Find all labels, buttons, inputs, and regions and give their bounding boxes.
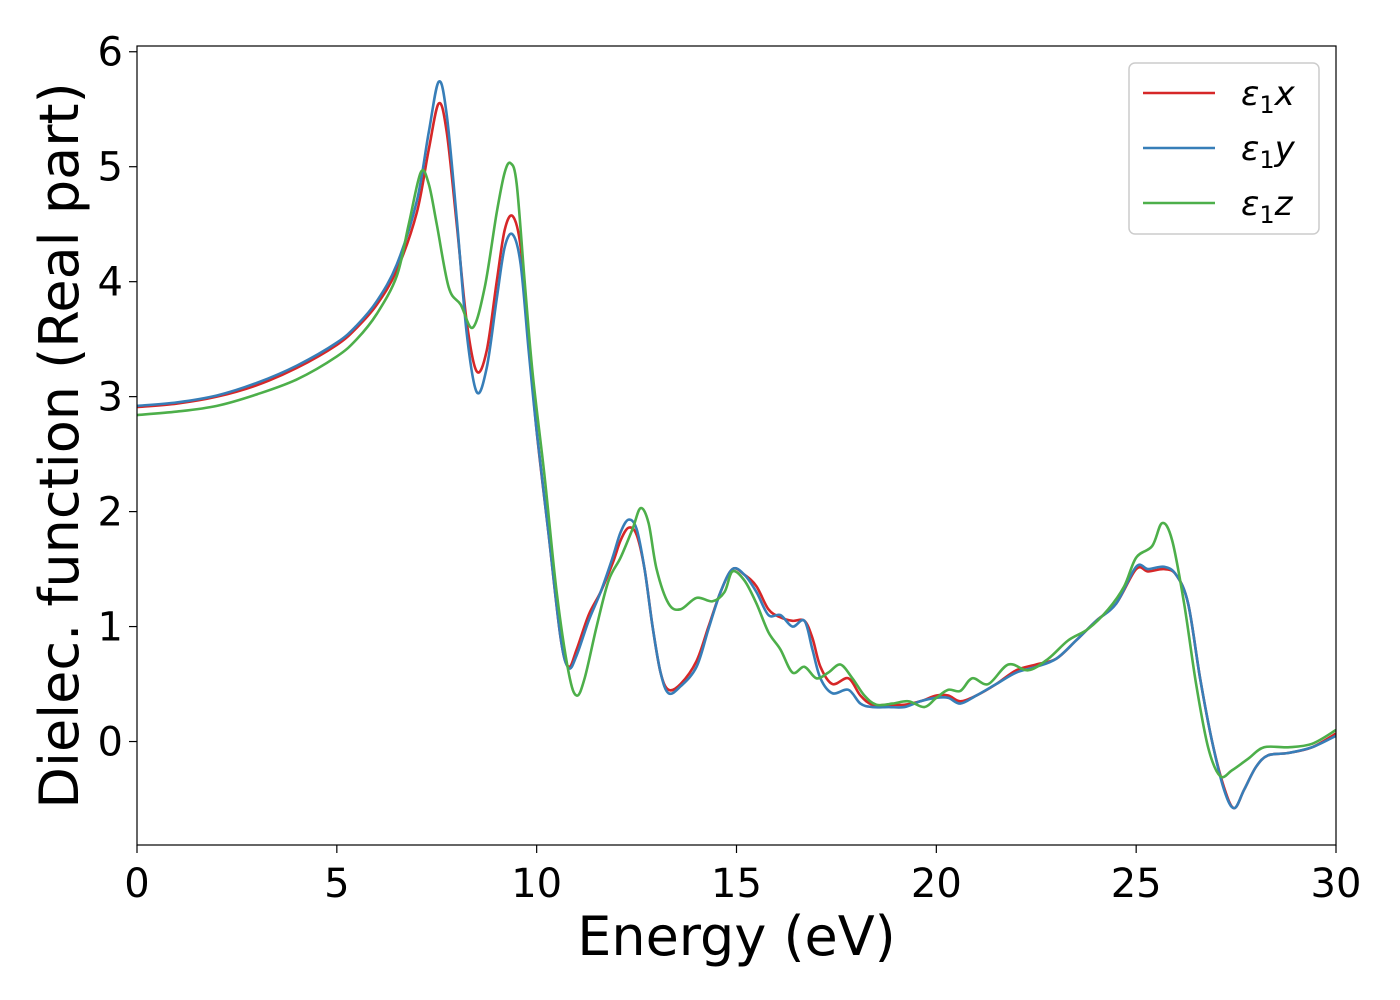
legend-box	[1128, 62, 1320, 235]
x-axis: 0 5 10 15 20 25 30	[124, 845, 1361, 907]
legend-label-x: ε1x	[1241, 74, 1296, 119]
y-tick-label: 6	[98, 30, 123, 76]
y-tick-label: 1	[98, 605, 123, 651]
x-tick-label: 15	[711, 861, 762, 907]
x-tick-label: 5	[324, 861, 349, 907]
x-tick-label: 20	[911, 861, 962, 907]
legend: ε1x ε1y ε1z	[1128, 62, 1320, 235]
x-axis-title: Energy (eV)	[577, 905, 896, 968]
y-tick-label: 5	[98, 145, 123, 191]
x-tick-label: 0	[124, 861, 149, 907]
series-line-y	[137, 80, 1336, 810]
series-layer	[137, 80, 1336, 810]
x-tick-label: 25	[1111, 861, 1162, 907]
x-tick-label: 10	[511, 861, 562, 907]
y-tick-label: 0	[98, 720, 123, 766]
series-line-z	[137, 161, 1336, 779]
y-axis-title: Dielec. function (Real part)	[28, 82, 91, 808]
y-tick-label: 3	[98, 375, 123, 421]
y-tick-label: 4	[98, 260, 123, 306]
x-tick-label: 30	[1311, 861, 1362, 907]
y-axis: 0 1 2 3 4 5 6	[98, 30, 137, 766]
legend-label-z: ε1z	[1241, 184, 1294, 229]
legend-label-y: ε1y	[1241, 129, 1296, 174]
y-tick-label: 2	[98, 490, 123, 536]
